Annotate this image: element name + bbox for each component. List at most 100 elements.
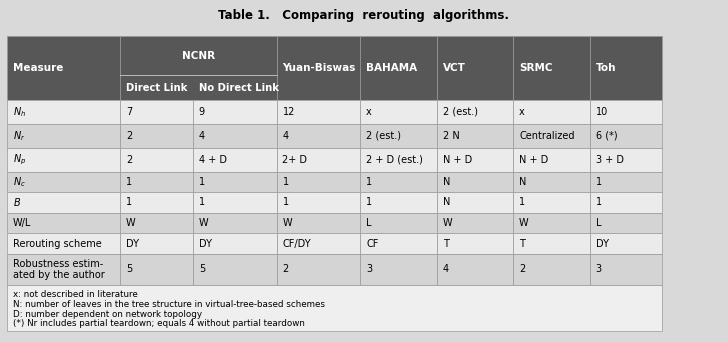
Bar [120, 172, 193, 192]
Text: (*) Nr includes partial teardown; equals 4 without partial teardown: (*) Nr includes partial teardown; equals… [13, 319, 305, 328]
Bar [277, 192, 360, 213]
Text: DY: DY [126, 238, 139, 249]
Bar [277, 100, 360, 124]
Bar [590, 124, 662, 148]
Text: T: T [443, 238, 448, 249]
Bar [360, 36, 437, 100]
Text: NCNR: NCNR [182, 51, 215, 61]
Bar [513, 233, 590, 254]
Text: SRMC: SRMC [519, 63, 553, 73]
Text: 1: 1 [199, 177, 205, 187]
Text: BAHAMA: BAHAMA [366, 63, 417, 73]
Bar [120, 254, 193, 285]
Text: 1: 1 [199, 197, 205, 208]
Bar [360, 254, 437, 285]
Bar [193, 213, 277, 233]
Text: L: L [596, 218, 601, 228]
Bar [7, 233, 120, 254]
Bar [590, 233, 662, 254]
Bar [277, 148, 360, 172]
Bar [7, 192, 120, 213]
Text: x: not described in literature: x: not described in literature [13, 290, 138, 299]
Text: $N_c$: $N_c$ [13, 175, 26, 189]
Bar [7, 285, 662, 331]
Text: 3 + D: 3 + D [596, 155, 623, 165]
Bar [360, 148, 437, 172]
Text: Direct Link: Direct Link [126, 82, 187, 93]
Text: W: W [199, 218, 208, 228]
Bar [437, 36, 513, 100]
Text: 4: 4 [282, 131, 288, 141]
Bar [513, 124, 590, 148]
Bar [437, 100, 513, 124]
Text: 1: 1 [596, 177, 601, 187]
Bar [360, 233, 437, 254]
Text: $B$: $B$ [13, 196, 21, 209]
Text: W: W [519, 218, 529, 228]
Text: Rerouting scheme: Rerouting scheme [13, 238, 102, 249]
Bar [277, 124, 360, 148]
Bar [360, 192, 437, 213]
Text: Measure: Measure [13, 63, 63, 73]
Text: VCT: VCT [443, 63, 465, 73]
Text: Table 1.   Comparing  rerouting  algorithms.: Table 1. Comparing rerouting algorithms. [218, 9, 510, 22]
Bar [437, 192, 513, 213]
Text: N: N [443, 197, 450, 208]
Text: Centralized: Centralized [519, 131, 574, 141]
Text: 2+ D: 2+ D [282, 155, 307, 165]
Text: $N_h$: $N_h$ [13, 105, 26, 119]
Text: W: W [126, 218, 135, 228]
Bar [513, 36, 590, 100]
Bar [193, 172, 277, 192]
Bar [7, 172, 120, 192]
Text: CF/DY: CF/DY [282, 238, 311, 249]
Text: No Direct Link: No Direct Link [199, 82, 279, 93]
Text: x: x [366, 107, 372, 117]
Bar [7, 213, 120, 233]
Bar [437, 124, 513, 148]
Text: 2 (est.): 2 (est.) [443, 107, 478, 117]
Text: W: W [443, 218, 452, 228]
Bar [590, 100, 662, 124]
Bar [437, 172, 513, 192]
Text: W/L: W/L [13, 218, 31, 228]
Bar [120, 100, 193, 124]
Text: Toh: Toh [596, 63, 616, 73]
Text: DY: DY [199, 238, 212, 249]
Text: 1: 1 [126, 197, 132, 208]
Bar [437, 148, 513, 172]
Bar [277, 213, 360, 233]
Text: 1: 1 [366, 177, 372, 187]
Text: D: number dependent on network topology: D: number dependent on network topology [13, 310, 202, 318]
Text: 1: 1 [282, 197, 288, 208]
Bar [360, 213, 437, 233]
Text: 3: 3 [596, 264, 601, 275]
Bar [513, 254, 590, 285]
Text: 2 (est.): 2 (est.) [366, 131, 401, 141]
Text: CF: CF [366, 238, 379, 249]
Bar [277, 172, 360, 192]
Bar [193, 148, 277, 172]
Bar [193, 124, 277, 148]
Text: 1: 1 [596, 197, 601, 208]
Bar [120, 192, 193, 213]
Text: N: number of leaves in the tree structure in virtual-tree-based schemes: N: number of leaves in the tree structur… [13, 300, 325, 309]
Bar [590, 36, 662, 100]
Text: 7: 7 [126, 107, 132, 117]
Text: 12: 12 [282, 107, 295, 117]
Bar [120, 213, 193, 233]
Bar [193, 100, 277, 124]
Bar [590, 148, 662, 172]
Bar [7, 100, 120, 124]
Text: 1: 1 [126, 177, 132, 187]
Bar [513, 100, 590, 124]
Bar [590, 213, 662, 233]
Bar [513, 148, 590, 172]
Text: Yuan-Biswas: Yuan-Biswas [282, 63, 356, 73]
Text: 3: 3 [366, 264, 372, 275]
Text: N: N [443, 177, 450, 187]
Bar [360, 100, 437, 124]
Bar [360, 124, 437, 148]
Text: W: W [282, 218, 292, 228]
Text: $N_r$: $N_r$ [13, 129, 25, 143]
